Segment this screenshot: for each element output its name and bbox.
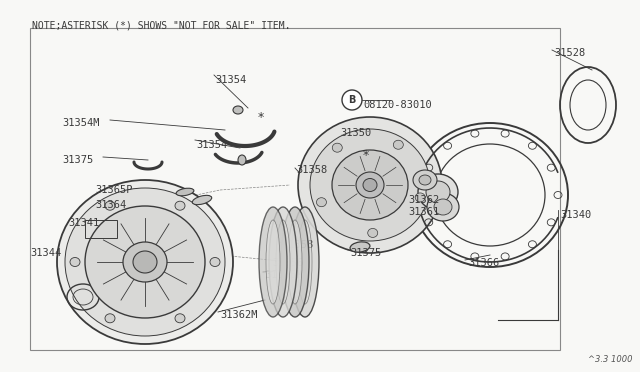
Ellipse shape [269, 207, 297, 317]
Ellipse shape [368, 228, 378, 237]
Ellipse shape [413, 170, 437, 190]
Ellipse shape [233, 106, 243, 114]
Ellipse shape [65, 188, 225, 336]
Text: 31364: 31364 [95, 200, 126, 210]
Ellipse shape [363, 179, 377, 192]
Ellipse shape [332, 143, 342, 152]
Text: 31375: 31375 [350, 248, 381, 258]
Bar [30, 28, 560, 350]
Text: 08120-83010: 08120-83010 [363, 100, 432, 110]
Ellipse shape [356, 172, 384, 198]
Ellipse shape [418, 174, 458, 210]
Ellipse shape [85, 206, 205, 318]
Text: 31362: 31362 [408, 195, 439, 205]
Ellipse shape [298, 117, 442, 253]
Text: 31354M: 31354M [62, 118, 99, 128]
Ellipse shape [298, 220, 312, 304]
Bar [85, 220, 117, 238]
Text: 31528: 31528 [554, 48, 585, 58]
Ellipse shape [123, 242, 167, 282]
Text: B: B [348, 95, 356, 105]
Ellipse shape [210, 257, 220, 266]
Ellipse shape [281, 207, 309, 317]
Ellipse shape [176, 188, 194, 196]
Text: *: * [363, 148, 369, 161]
Text: 31358: 31358 [296, 165, 327, 175]
Text: 31344: 31344 [30, 248, 61, 258]
Ellipse shape [310, 129, 430, 241]
Ellipse shape [426, 181, 450, 203]
Ellipse shape [276, 220, 290, 304]
Ellipse shape [266, 220, 280, 304]
Text: NOTE;ASTERISK (*) SHOWS "NOT FOR SALE" ITEM.: NOTE;ASTERISK (*) SHOWS "NOT FOR SALE" I… [32, 20, 291, 30]
Ellipse shape [105, 314, 115, 323]
Text: ^3.3 1000: ^3.3 1000 [588, 355, 632, 364]
Text: 31350: 31350 [340, 128, 371, 138]
Ellipse shape [394, 140, 403, 149]
Ellipse shape [427, 193, 459, 221]
Ellipse shape [434, 199, 452, 215]
Ellipse shape [57, 180, 233, 344]
Text: 31365P: 31365P [95, 185, 132, 195]
Ellipse shape [133, 251, 157, 273]
Ellipse shape [70, 257, 80, 266]
Ellipse shape [175, 314, 185, 323]
Ellipse shape [291, 207, 319, 317]
Ellipse shape [332, 150, 408, 220]
Text: 31341: 31341 [68, 218, 99, 228]
Ellipse shape [259, 207, 287, 317]
Text: 31354: 31354 [196, 140, 227, 150]
Ellipse shape [350, 242, 370, 252]
Ellipse shape [238, 155, 246, 165]
Text: 31340: 31340 [560, 210, 591, 220]
Text: *: * [258, 110, 264, 124]
Text: 31354: 31354 [215, 75, 246, 85]
Text: 31356: 31356 [272, 258, 303, 268]
Text: 31358: 31358 [282, 240, 313, 250]
Text: 31366M: 31366M [265, 270, 303, 280]
Ellipse shape [316, 198, 326, 207]
Ellipse shape [175, 201, 185, 210]
Text: 31361: 31361 [408, 207, 439, 217]
Ellipse shape [105, 201, 115, 210]
Ellipse shape [415, 193, 425, 202]
Text: 31375: 31375 [62, 155, 93, 165]
Ellipse shape [192, 195, 212, 205]
Circle shape [342, 90, 362, 110]
Text: 31366: 31366 [468, 258, 499, 268]
Ellipse shape [419, 175, 431, 185]
Text: 31362M: 31362M [220, 310, 257, 320]
Ellipse shape [288, 220, 302, 304]
